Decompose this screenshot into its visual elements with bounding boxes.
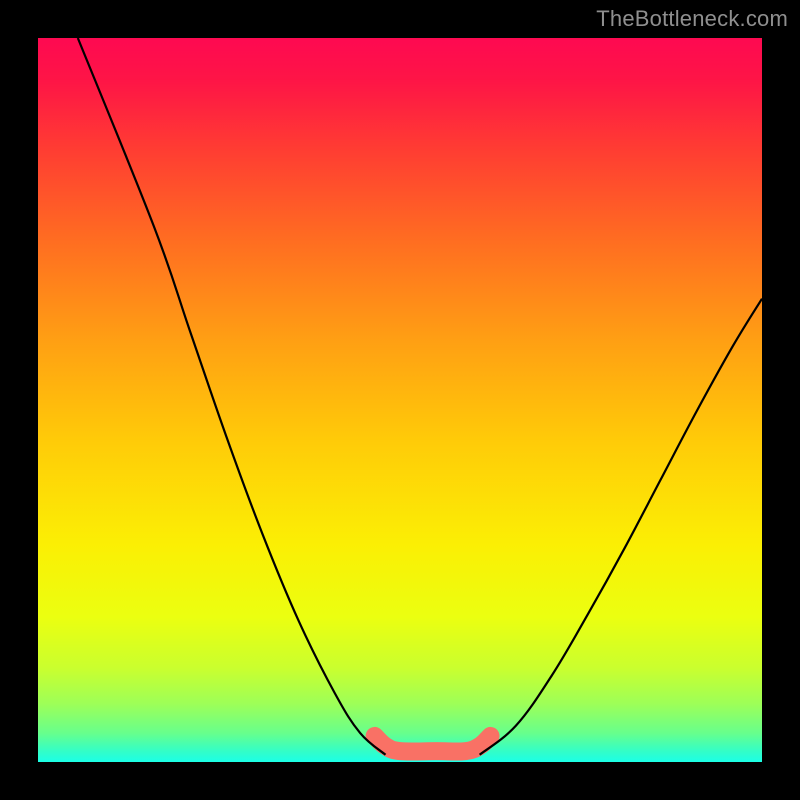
chart-container: TheBottleneck.com — [0, 0, 800, 800]
plot-background — [38, 38, 762, 762]
bottleneck-curve-chart — [0, 0, 800, 800]
